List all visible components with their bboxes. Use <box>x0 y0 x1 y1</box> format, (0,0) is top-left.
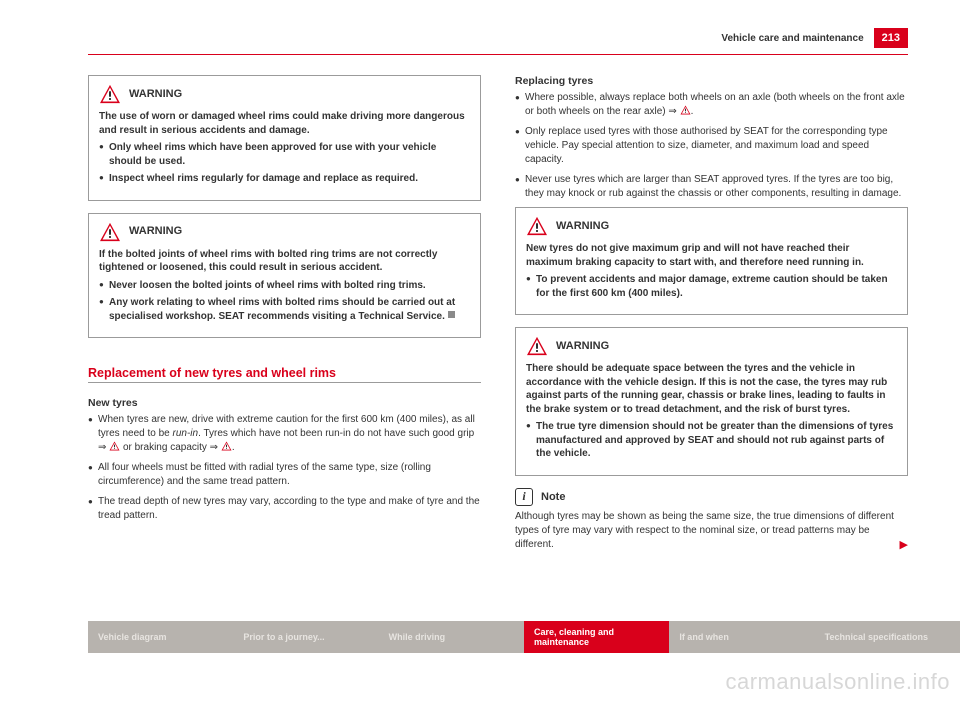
warning-item: Only wheel rims which have been approved… <box>99 141 470 168</box>
body-item: Only replace used tyres with those autho… <box>515 125 908 167</box>
footer-tab-if-and-when[interactable]: If and when <box>669 621 814 653</box>
warning-text: If the bolted joints of wheel rims with … <box>99 248 470 275</box>
warning-text: The use of worn or damaged wheel rims co… <box>99 110 470 137</box>
warning-inline-icon <box>109 441 120 451</box>
warning-label: WARNING <box>129 224 182 239</box>
section-rule <box>88 382 481 383</box>
warning-box: WARNING New tyres do not give maximum gr… <box>515 207 908 315</box>
warning-icon <box>99 222 121 242</box>
warning-icon <box>526 216 548 236</box>
warning-text: There should be adequate space between t… <box>526 362 897 416</box>
note-label: Note <box>541 491 565 503</box>
note-text: Although tyres may be shown as being the… <box>515 510 908 552</box>
body-item: When tyres are new, drive with extreme c… <box>88 413 481 455</box>
footer-tabs: Vehicle diagram Prior to a journey... Wh… <box>88 621 960 653</box>
header-rule <box>88 54 908 55</box>
subheading-new-tyres: New tyres <box>88 397 481 409</box>
warning-label: WARNING <box>556 339 609 354</box>
body-item: The tread depth of new tyres may vary, a… <box>88 495 481 523</box>
footer-tab-prior-journey[interactable]: Prior to a journey... <box>233 621 378 653</box>
warning-icon <box>99 84 121 104</box>
warning-item: To prevent accidents and major damage, e… <box>526 273 897 300</box>
warning-text: New tyres do not give maximum grip and w… <box>526 242 897 269</box>
warning-icon <box>526 336 548 356</box>
body-item: Never use tyres which are larger than SE… <box>515 173 908 201</box>
warning-box: WARNING The use of worn or damaged wheel… <box>88 75 481 201</box>
footer-tab-care-cleaning[interactable]: Care, cleaning and maintenance <box>524 621 669 653</box>
note-icon: i <box>515 488 533 506</box>
warning-inline-icon <box>680 105 691 115</box>
warning-item: The true tyre dimension should not be gr… <box>526 420 897 461</box>
warning-box: WARNING There should be adequate space b… <box>515 327 908 476</box>
page-number: 213 <box>874 28 908 48</box>
footer-tab-vehicle-diagram[interactable]: Vehicle diagram <box>88 621 233 653</box>
warning-item: Inspect wheel rims regularly for damage … <box>99 172 470 186</box>
section-heading: Replacement of new tyres and wheel rims <box>88 366 481 380</box>
footer-tab-tech-specs[interactable]: Technical specifications <box>815 621 960 653</box>
warning-label: WARNING <box>129 87 182 102</box>
body-item: All four wheels must be fitted with radi… <box>88 461 481 489</box>
warning-box: WARNING If the bolted joints of wheel ri… <box>88 213 481 339</box>
section-end-icon <box>448 311 455 318</box>
warning-inline-icon <box>221 441 232 451</box>
body-item: Where possible, always replace both whee… <box>515 91 908 119</box>
continue-arrow-icon: ▶ <box>900 538 908 553</box>
warning-item: Never loosen the bolted joints of wheel … <box>99 279 470 293</box>
header-section-title: Vehicle care and maintenance <box>721 33 863 44</box>
warning-item: Any work relating to wheel rims with bol… <box>99 296 470 323</box>
subheading-replacing-tyres: Replacing tyres <box>515 75 908 87</box>
footer-tab-while-driving[interactable]: While driving <box>379 621 524 653</box>
watermark: carmanualsonline.info <box>725 669 950 695</box>
warning-label: WARNING <box>556 219 609 234</box>
